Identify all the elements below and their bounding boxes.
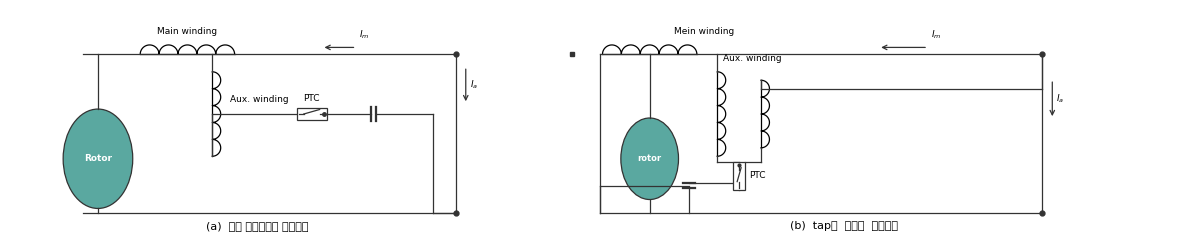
Bar bbox=[733, 162, 745, 190]
Text: Main winding: Main winding bbox=[157, 27, 218, 37]
Text: $I_a$: $I_a$ bbox=[470, 79, 478, 91]
Text: Aux. winding: Aux. winding bbox=[230, 95, 289, 104]
Text: $I_m$: $I_m$ bbox=[931, 29, 941, 42]
Text: $I_a$: $I_a$ bbox=[1057, 93, 1064, 105]
Text: rotor: rotor bbox=[638, 154, 662, 163]
Text: Aux. winding: Aux. winding bbox=[724, 54, 782, 63]
Text: $I_m$: $I_m$ bbox=[359, 29, 370, 42]
Text: (a)  기존 단상유도기 권선구조: (a) 기존 단상유도기 권선구조 bbox=[206, 221, 308, 231]
Ellipse shape bbox=[63, 109, 133, 208]
Text: PTC: PTC bbox=[303, 94, 320, 103]
Bar bbox=[296, 108, 326, 121]
Ellipse shape bbox=[621, 118, 678, 199]
Text: (b)  tap을  이용한  권선구조: (b) tap을 이용한 권선구조 bbox=[789, 221, 897, 231]
Text: Rotor: Rotor bbox=[84, 154, 112, 163]
Text: PTC: PTC bbox=[749, 171, 765, 180]
Text: Mein winding: Mein winding bbox=[675, 27, 734, 37]
